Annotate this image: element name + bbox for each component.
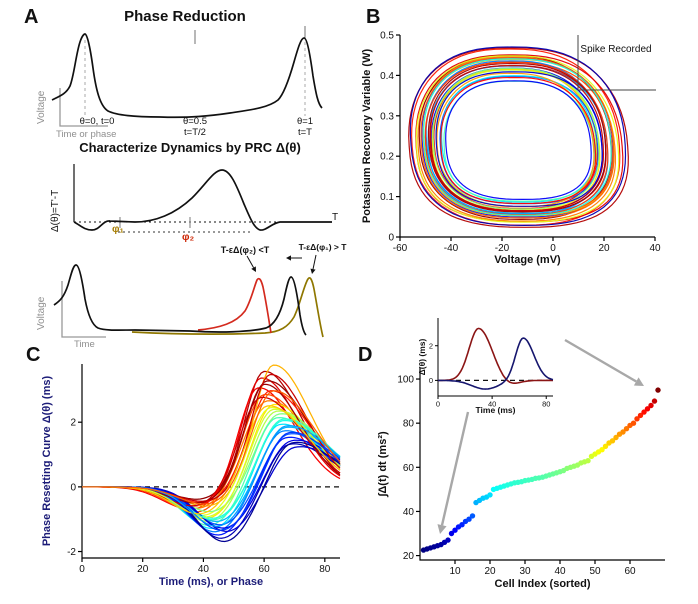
Dinset-axes: [435, 318, 553, 399]
delay-annotation: T-εΔ(φ₁) > T: [298, 242, 347, 252]
prc-sketch-graphics: [73, 164, 332, 233]
svg-text:80: 80: [403, 419, 415, 430]
advance-annotation: T-εΔ(φ₂) <T: [220, 245, 270, 255]
theta-one-time-label: t=T: [298, 127, 312, 138]
svg-text:-2: -2: [67, 547, 76, 558]
B-limit-cycle-curves: [408, 46, 629, 228]
svg-text:-40: -40: [444, 243, 459, 254]
D-tick-labels: 10 20 30 40 50 60 20 40 60 80 100: [397, 375, 636, 577]
panel-a-subtitle: Characterize Dynamics by PRC Δ(θ): [79, 140, 301, 155]
svg-text:0: 0: [429, 376, 433, 385]
perturb-sketch-graphics: [53, 264, 324, 338]
svg-text:40: 40: [554, 566, 566, 577]
svg-text:2: 2: [429, 341, 433, 350]
svg-text:0: 0: [550, 243, 556, 254]
theta-zero-label: θ=0, t=0: [79, 116, 115, 127]
perturbed-spikes-sketch: [53, 254, 324, 338]
panel-label-c: C: [26, 344, 41, 366]
Dinset-ylabel: Δ(θ) (ms): [417, 339, 427, 376]
svg-text:2: 2: [70, 418, 76, 429]
spike-recorded-bracket: [577, 35, 656, 91]
B-tick-labels: -60 -40 -20 0 20 40 0 0.1 0.2 0.3 0.4 0.5: [380, 31, 661, 255]
svg-text:20: 20: [403, 551, 415, 562]
svg-text:-20: -20: [495, 243, 510, 254]
svg-text:0.1: 0.1: [380, 192, 394, 203]
svg-text:20: 20: [484, 566, 496, 577]
trace-sketch-graphics: [51, 26, 323, 127]
B-axes: [396, 34, 656, 241]
panel-label-d: D: [358, 344, 373, 366]
svg-text:0.5: 0.5: [380, 31, 394, 42]
D-inset-curves: [438, 327, 554, 390]
spike-recorded-annotation: Spike Recorded: [580, 44, 651, 55]
svg-text:0.2: 0.2: [380, 152, 394, 163]
prc-sketch: [73, 164, 332, 233]
phi2-label: φ₂: [182, 231, 195, 243]
panel-label-a: A: [24, 6, 39, 28]
panel-a-time-axis-label-1: Time or phase: [56, 129, 117, 140]
D-axes: [416, 368, 665, 564]
D-scatter-points: [420, 387, 661, 553]
svg-text:0: 0: [79, 564, 85, 575]
svg-text:0: 0: [70, 482, 76, 493]
panel-a-time-axis-label-2: Time: [74, 339, 95, 350]
svg-text:-60: -60: [393, 243, 408, 254]
theta-one-label: θ=1: [296, 116, 314, 127]
B-ylabel: Potassium Recovery Variable (W): [361, 49, 373, 224]
svg-text:40: 40: [488, 400, 496, 409]
panel-label-b: B: [366, 6, 381, 28]
C-ylabel: Phase Resetting Curve Δ(θ) (ms): [41, 376, 53, 547]
theta-half-label: θ=0.5: [182, 116, 208, 127]
C-tick-labels: 0 20 40 60 80-202: [67, 418, 331, 575]
svg-text:0.4: 0.4: [380, 71, 394, 82]
svg-text:0.3: 0.3: [380, 111, 394, 122]
panel-a-title: Phase Reduction: [124, 8, 246, 25]
prc-period-label: T: [332, 212, 339, 223]
svg-text:10: 10: [449, 566, 461, 577]
svg-text:100: 100: [397, 375, 414, 386]
svg-text:50: 50: [589, 566, 601, 577]
svg-text:80: 80: [542, 400, 550, 409]
svg-text:30: 30: [519, 566, 531, 577]
svg-text:20: 20: [598, 243, 610, 254]
phi1-label: φ₁: [112, 223, 124, 235]
svg-text:60: 60: [259, 564, 271, 575]
Dinset-tick-labels: 0 40 80 0 2: [429, 341, 551, 408]
chart-b-limit-cycles: -60 -40 -20 0 20 40 0 0.1 0.2 0.3 0.4 0.5 Voltage (m…: [361, 31, 661, 267]
svg-text:60: 60: [403, 463, 415, 474]
svg-text:0: 0: [388, 233, 394, 244]
C-axes: [78, 364, 340, 562]
B-xlabel: Voltage (mV): [494, 254, 561, 266]
svg-text:20: 20: [137, 564, 149, 575]
svg-text:80: 80: [319, 564, 331, 575]
C-xlabel: Time (ms), or Phase: [159, 576, 263, 588]
svg-text:0: 0: [436, 400, 440, 409]
svg-text:40: 40: [649, 243, 661, 254]
D-xlabel: Cell Index (sorted): [495, 578, 591, 590]
svg-text:40: 40: [403, 507, 415, 518]
voltage-trace-sketch: [51, 26, 323, 127]
Dinset-xlabel: Time (ms): [476, 405, 516, 415]
D-ylabel: ∫Δ(t) dt (ms²): [377, 431, 389, 498]
svg-text:60: 60: [624, 566, 636, 577]
theta-half-time-label: t=T/2: [184, 127, 206, 138]
svg-text:40: 40: [198, 564, 210, 575]
C-prc-curves: [82, 364, 341, 543]
